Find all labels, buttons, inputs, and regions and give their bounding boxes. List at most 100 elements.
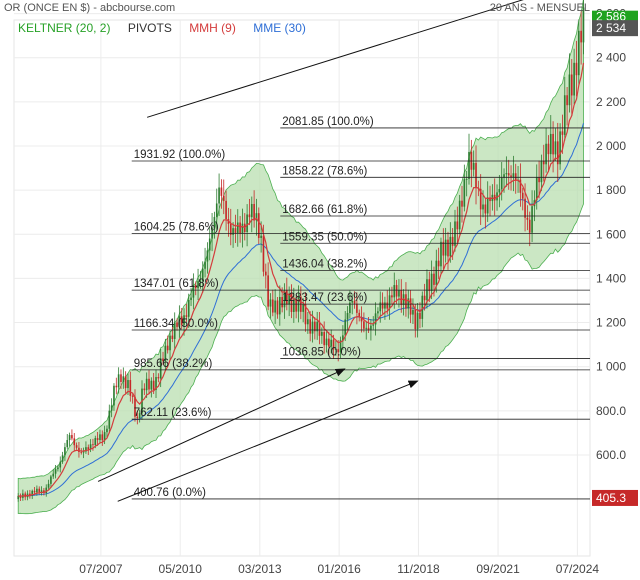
candle-body <box>33 490 36 493</box>
candle-body <box>264 271 267 276</box>
candle-body <box>152 380 155 390</box>
candle-body <box>372 324 375 326</box>
candle-body <box>307 319 309 325</box>
candle-body <box>122 376 125 382</box>
candle-body <box>269 299 272 307</box>
candle-body <box>337 349 340 353</box>
candle-body <box>113 385 115 406</box>
candle-body <box>285 290 288 305</box>
candle-body <box>29 493 31 496</box>
x-tick-label: 11/2018 <box>397 562 440 576</box>
candle-body <box>528 219 531 233</box>
candle-body <box>335 349 337 350</box>
candle-body <box>377 311 379 314</box>
candle-body <box>267 275 269 307</box>
candle-body <box>103 432 106 441</box>
candle-body <box>423 295 426 301</box>
candle-body <box>332 339 335 350</box>
candle-body <box>255 213 258 221</box>
fib-level-label: 2081.85 (100.0%) <box>282 116 374 128</box>
candle-body <box>342 335 344 341</box>
candle-body <box>234 228 237 234</box>
candle-body <box>78 447 80 453</box>
price-tag-low <box>592 489 638 506</box>
fib-level-label: 762.11 (23.6%) <box>134 407 212 419</box>
candle-body <box>183 315 185 325</box>
y-tick-label: 2 000 <box>596 139 626 153</box>
candle-body <box>85 447 87 452</box>
candle-body <box>253 203 255 221</box>
candle-body <box>101 434 104 441</box>
candle-body <box>92 444 94 446</box>
candle-body <box>241 223 244 234</box>
candle-body <box>321 331 323 336</box>
candle-body <box>52 473 55 477</box>
candle-body <box>549 133 552 155</box>
candle-body <box>110 405 113 411</box>
candle-body <box>514 173 517 180</box>
legend-keltner: KELTNER (20, 2) <box>18 21 111 35</box>
candle-body <box>66 440 69 448</box>
candle-body <box>229 223 232 235</box>
trend-arrow <box>146 0 524 118</box>
candle-body <box>311 321 314 334</box>
candle-body <box>430 273 433 292</box>
candle-body <box>278 296 281 315</box>
candle-body <box>87 447 90 450</box>
candle-body <box>498 189 501 193</box>
candle-body <box>363 321 365 329</box>
candle-body <box>556 141 559 165</box>
candle-body <box>496 192 498 201</box>
candle-body <box>192 285 195 298</box>
fib-level-label: 985.66 (38.2%) <box>134 358 213 370</box>
candle-body <box>164 345 167 362</box>
candle-body <box>346 313 349 320</box>
candle-body <box>145 378 148 391</box>
legend-pivots: PIVOTS <box>127 21 172 35</box>
candle-body <box>24 493 27 498</box>
candle-body <box>206 250 209 262</box>
candle-body <box>197 281 199 289</box>
fib-level-label: 1347.01 (61.8%) <box>134 278 219 290</box>
candle-body <box>526 217 529 220</box>
trend-arrow <box>97 368 346 482</box>
candle-body <box>64 447 66 456</box>
candle-body <box>328 338 330 347</box>
candle-body <box>304 304 307 325</box>
candle-body <box>325 338 328 346</box>
candle-body <box>580 30 582 43</box>
candle-body <box>194 285 197 289</box>
x-tick-label: 07/2024 <box>556 562 600 576</box>
candle-body <box>367 327 370 330</box>
candle-body <box>458 200 461 230</box>
candle-body <box>318 321 321 336</box>
candle-body <box>129 380 132 396</box>
candle-body <box>386 302 389 309</box>
candle-body <box>407 298 410 309</box>
candle-body <box>96 438 99 441</box>
candle-body <box>75 445 78 448</box>
candle-body <box>185 315 188 317</box>
candle-body <box>540 161 543 183</box>
candle-body <box>40 490 43 492</box>
candle-body <box>323 331 326 346</box>
candle-body <box>440 241 442 267</box>
candle-body <box>222 195 225 201</box>
candle-body <box>283 290 286 308</box>
candle-body <box>370 325 372 330</box>
candle-body <box>512 173 515 178</box>
candle-body <box>405 294 407 309</box>
candle-body <box>218 187 220 204</box>
chart-instrument-title: OR (ONCE EN $) - abcbourse.com <box>4 2 176 14</box>
candle-body <box>582 7 585 43</box>
legend-mmh: MMH (9) <box>189 21 236 35</box>
x-tick-label: 01/2016 <box>317 562 361 576</box>
candle-body <box>393 285 396 298</box>
candle-body <box>456 221 459 230</box>
candle-body <box>449 236 452 257</box>
candle-body <box>412 309 414 315</box>
candle-body <box>176 322 178 327</box>
candle-body <box>204 261 206 269</box>
legend-mme: MME (30) <box>253 21 306 35</box>
